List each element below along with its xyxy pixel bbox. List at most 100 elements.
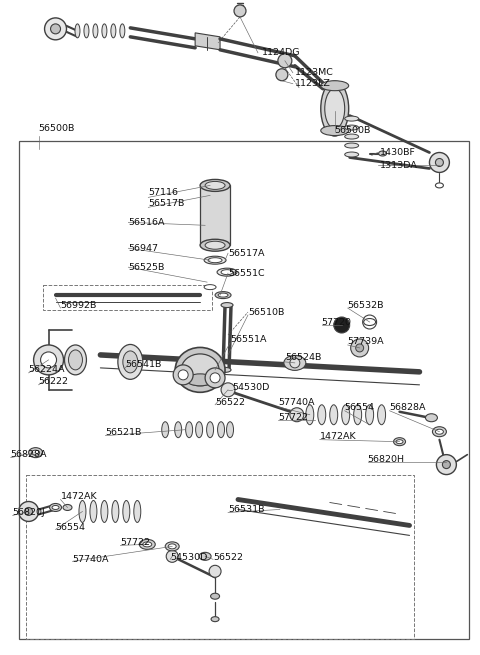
Ellipse shape — [227, 422, 233, 438]
Text: 56532B: 56532B — [348, 301, 384, 310]
Ellipse shape — [435, 183, 444, 188]
Circle shape — [205, 368, 225, 388]
Text: 57720: 57720 — [322, 318, 352, 326]
Ellipse shape — [123, 351, 138, 373]
Text: 57722: 57722 — [278, 413, 308, 422]
Ellipse shape — [211, 616, 219, 622]
Ellipse shape — [120, 24, 125, 38]
Text: 56551C: 56551C — [228, 269, 264, 278]
Ellipse shape — [168, 544, 176, 549]
Ellipse shape — [199, 552, 211, 560]
Ellipse shape — [111, 24, 116, 38]
Ellipse shape — [432, 426, 446, 437]
Ellipse shape — [221, 270, 233, 274]
Ellipse shape — [211, 593, 219, 599]
Text: 54530D: 54530D — [170, 553, 207, 562]
Ellipse shape — [32, 450, 39, 455]
Text: 56500B: 56500B — [335, 126, 371, 135]
Circle shape — [50, 24, 60, 34]
Text: 56554: 56554 — [345, 403, 375, 412]
Text: 54530D: 54530D — [232, 383, 269, 392]
Text: 56517B: 56517B — [148, 199, 185, 208]
Ellipse shape — [330, 405, 338, 424]
Ellipse shape — [90, 500, 97, 523]
Text: 57722: 57722 — [120, 538, 150, 547]
Ellipse shape — [75, 24, 80, 38]
Text: 1124DG: 1124DG — [262, 48, 300, 57]
Text: 56820H: 56820H — [368, 455, 405, 464]
Ellipse shape — [175, 422, 181, 438]
Ellipse shape — [162, 422, 168, 438]
Ellipse shape — [165, 542, 179, 551]
Ellipse shape — [186, 374, 214, 386]
Ellipse shape — [345, 143, 359, 148]
Ellipse shape — [204, 256, 226, 264]
Text: 1472AK: 1472AK — [60, 492, 97, 501]
Ellipse shape — [219, 367, 231, 373]
Circle shape — [234, 5, 246, 17]
Text: 1430BF: 1430BF — [380, 148, 416, 157]
Text: 56521B: 56521B — [106, 428, 142, 437]
Ellipse shape — [29, 447, 43, 458]
Ellipse shape — [364, 318, 376, 326]
Text: 56828A: 56828A — [11, 450, 47, 459]
Ellipse shape — [435, 429, 444, 434]
Text: 57740A: 57740A — [278, 398, 314, 407]
Text: 56510B: 56510B — [248, 308, 284, 316]
Circle shape — [290, 358, 300, 368]
Text: 57116: 57116 — [148, 188, 178, 197]
Ellipse shape — [206, 422, 214, 438]
Circle shape — [209, 565, 221, 577]
Text: 56531B: 56531B — [228, 505, 264, 514]
Circle shape — [443, 460, 450, 468]
Ellipse shape — [79, 500, 86, 523]
Circle shape — [334, 317, 350, 333]
Circle shape — [276, 69, 288, 81]
Text: 1472AK: 1472AK — [320, 432, 356, 441]
Text: 56524B: 56524B — [285, 354, 321, 362]
Ellipse shape — [208, 257, 222, 263]
Circle shape — [290, 408, 304, 422]
Text: 56516A: 56516A — [128, 218, 165, 227]
Ellipse shape — [345, 116, 359, 121]
Ellipse shape — [63, 504, 72, 510]
Ellipse shape — [204, 285, 216, 290]
Ellipse shape — [379, 151, 386, 156]
Ellipse shape — [425, 414, 437, 422]
Text: 56820J: 56820J — [12, 508, 46, 517]
Ellipse shape — [143, 542, 152, 547]
Ellipse shape — [112, 500, 119, 523]
Ellipse shape — [218, 293, 228, 297]
Circle shape — [221, 383, 235, 397]
Circle shape — [34, 345, 63, 375]
Circle shape — [178, 370, 188, 380]
Ellipse shape — [325, 88, 345, 128]
Circle shape — [430, 153, 449, 172]
Ellipse shape — [306, 405, 314, 424]
Text: 1123LZ: 1123LZ — [295, 79, 331, 88]
Text: 56525B: 56525B — [128, 263, 165, 272]
Ellipse shape — [345, 152, 359, 157]
Text: 56224A: 56224A — [29, 365, 65, 375]
Ellipse shape — [354, 405, 361, 424]
Ellipse shape — [205, 241, 225, 249]
Ellipse shape — [378, 405, 385, 424]
Ellipse shape — [345, 125, 359, 130]
Bar — [19, 141, 469, 639]
Ellipse shape — [118, 345, 143, 379]
Text: 56517A: 56517A — [228, 249, 264, 257]
Ellipse shape — [93, 24, 98, 38]
Ellipse shape — [139, 539, 155, 550]
Text: 56947: 56947 — [128, 244, 158, 253]
Ellipse shape — [64, 345, 86, 375]
Text: 56828A: 56828A — [390, 403, 426, 412]
Bar — [200, 185, 230, 245]
Text: 56522: 56522 — [215, 398, 245, 407]
Ellipse shape — [134, 500, 141, 523]
Ellipse shape — [205, 181, 225, 189]
Polygon shape — [195, 33, 220, 50]
Ellipse shape — [69, 350, 83, 370]
Ellipse shape — [200, 179, 230, 191]
Ellipse shape — [321, 81, 348, 90]
Circle shape — [363, 315, 377, 329]
